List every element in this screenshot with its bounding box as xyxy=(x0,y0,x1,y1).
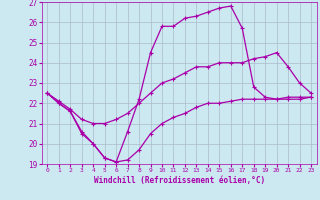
X-axis label: Windchill (Refroidissement éolien,°C): Windchill (Refroidissement éolien,°C) xyxy=(94,176,265,185)
